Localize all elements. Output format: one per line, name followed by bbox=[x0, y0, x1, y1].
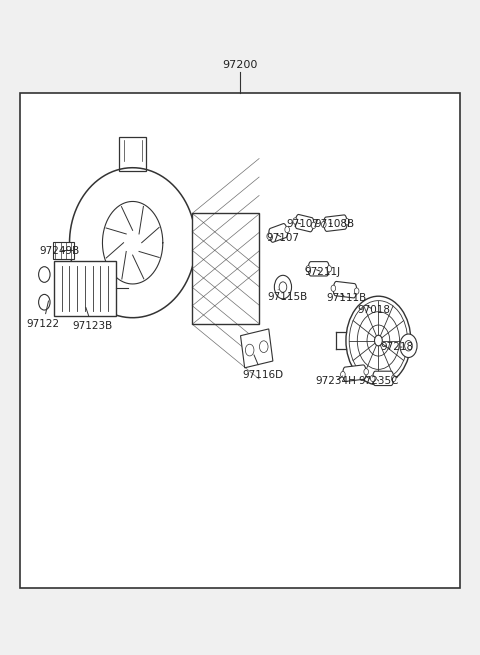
Circle shape bbox=[279, 282, 287, 292]
Circle shape bbox=[364, 369, 369, 375]
Circle shape bbox=[285, 227, 289, 233]
Circle shape bbox=[38, 267, 50, 282]
Text: 97107: 97107 bbox=[267, 233, 300, 243]
Text: 97123B: 97123B bbox=[72, 307, 112, 331]
Text: 97211J: 97211J bbox=[304, 267, 340, 277]
Text: 97218: 97218 bbox=[381, 342, 414, 352]
Polygon shape bbox=[269, 223, 288, 242]
Circle shape bbox=[346, 296, 411, 385]
Polygon shape bbox=[343, 365, 366, 381]
Circle shape bbox=[391, 375, 396, 381]
Polygon shape bbox=[295, 214, 314, 232]
Circle shape bbox=[331, 285, 336, 291]
Text: 97122: 97122 bbox=[27, 301, 60, 329]
Text: 97235C: 97235C bbox=[359, 376, 399, 386]
Polygon shape bbox=[372, 371, 394, 386]
Circle shape bbox=[322, 221, 326, 228]
Bar bbox=[192, 214, 259, 324]
Text: 97200: 97200 bbox=[222, 60, 258, 70]
Text: 97018: 97018 bbox=[357, 305, 390, 315]
Circle shape bbox=[354, 288, 359, 294]
Circle shape bbox=[341, 371, 345, 378]
Circle shape bbox=[260, 341, 268, 352]
Text: 97116D: 97116D bbox=[242, 355, 283, 380]
Circle shape bbox=[371, 375, 375, 381]
Circle shape bbox=[267, 233, 272, 239]
Text: 97108B: 97108B bbox=[314, 219, 354, 229]
Circle shape bbox=[345, 219, 349, 225]
Polygon shape bbox=[308, 261, 329, 276]
Circle shape bbox=[374, 335, 382, 346]
Text: 97115B: 97115B bbox=[268, 290, 308, 303]
Bar bbox=[54, 261, 116, 316]
Polygon shape bbox=[324, 215, 347, 231]
Circle shape bbox=[400, 334, 417, 358]
Circle shape bbox=[405, 341, 412, 351]
Circle shape bbox=[38, 294, 50, 310]
Circle shape bbox=[327, 266, 332, 272]
Text: 97107: 97107 bbox=[287, 219, 320, 229]
Text: 97234H: 97234H bbox=[315, 376, 356, 386]
Circle shape bbox=[275, 275, 291, 299]
Text: 97249B: 97249B bbox=[39, 246, 80, 255]
Polygon shape bbox=[240, 329, 273, 368]
Circle shape bbox=[293, 217, 298, 224]
Circle shape bbox=[306, 266, 311, 272]
Polygon shape bbox=[333, 282, 357, 298]
Bar bbox=[53, 242, 74, 259]
Circle shape bbox=[245, 344, 254, 356]
Bar bbox=[21, 93, 459, 588]
Bar bbox=[119, 137, 146, 171]
Circle shape bbox=[311, 222, 316, 229]
Text: 97111B: 97111B bbox=[326, 293, 366, 303]
